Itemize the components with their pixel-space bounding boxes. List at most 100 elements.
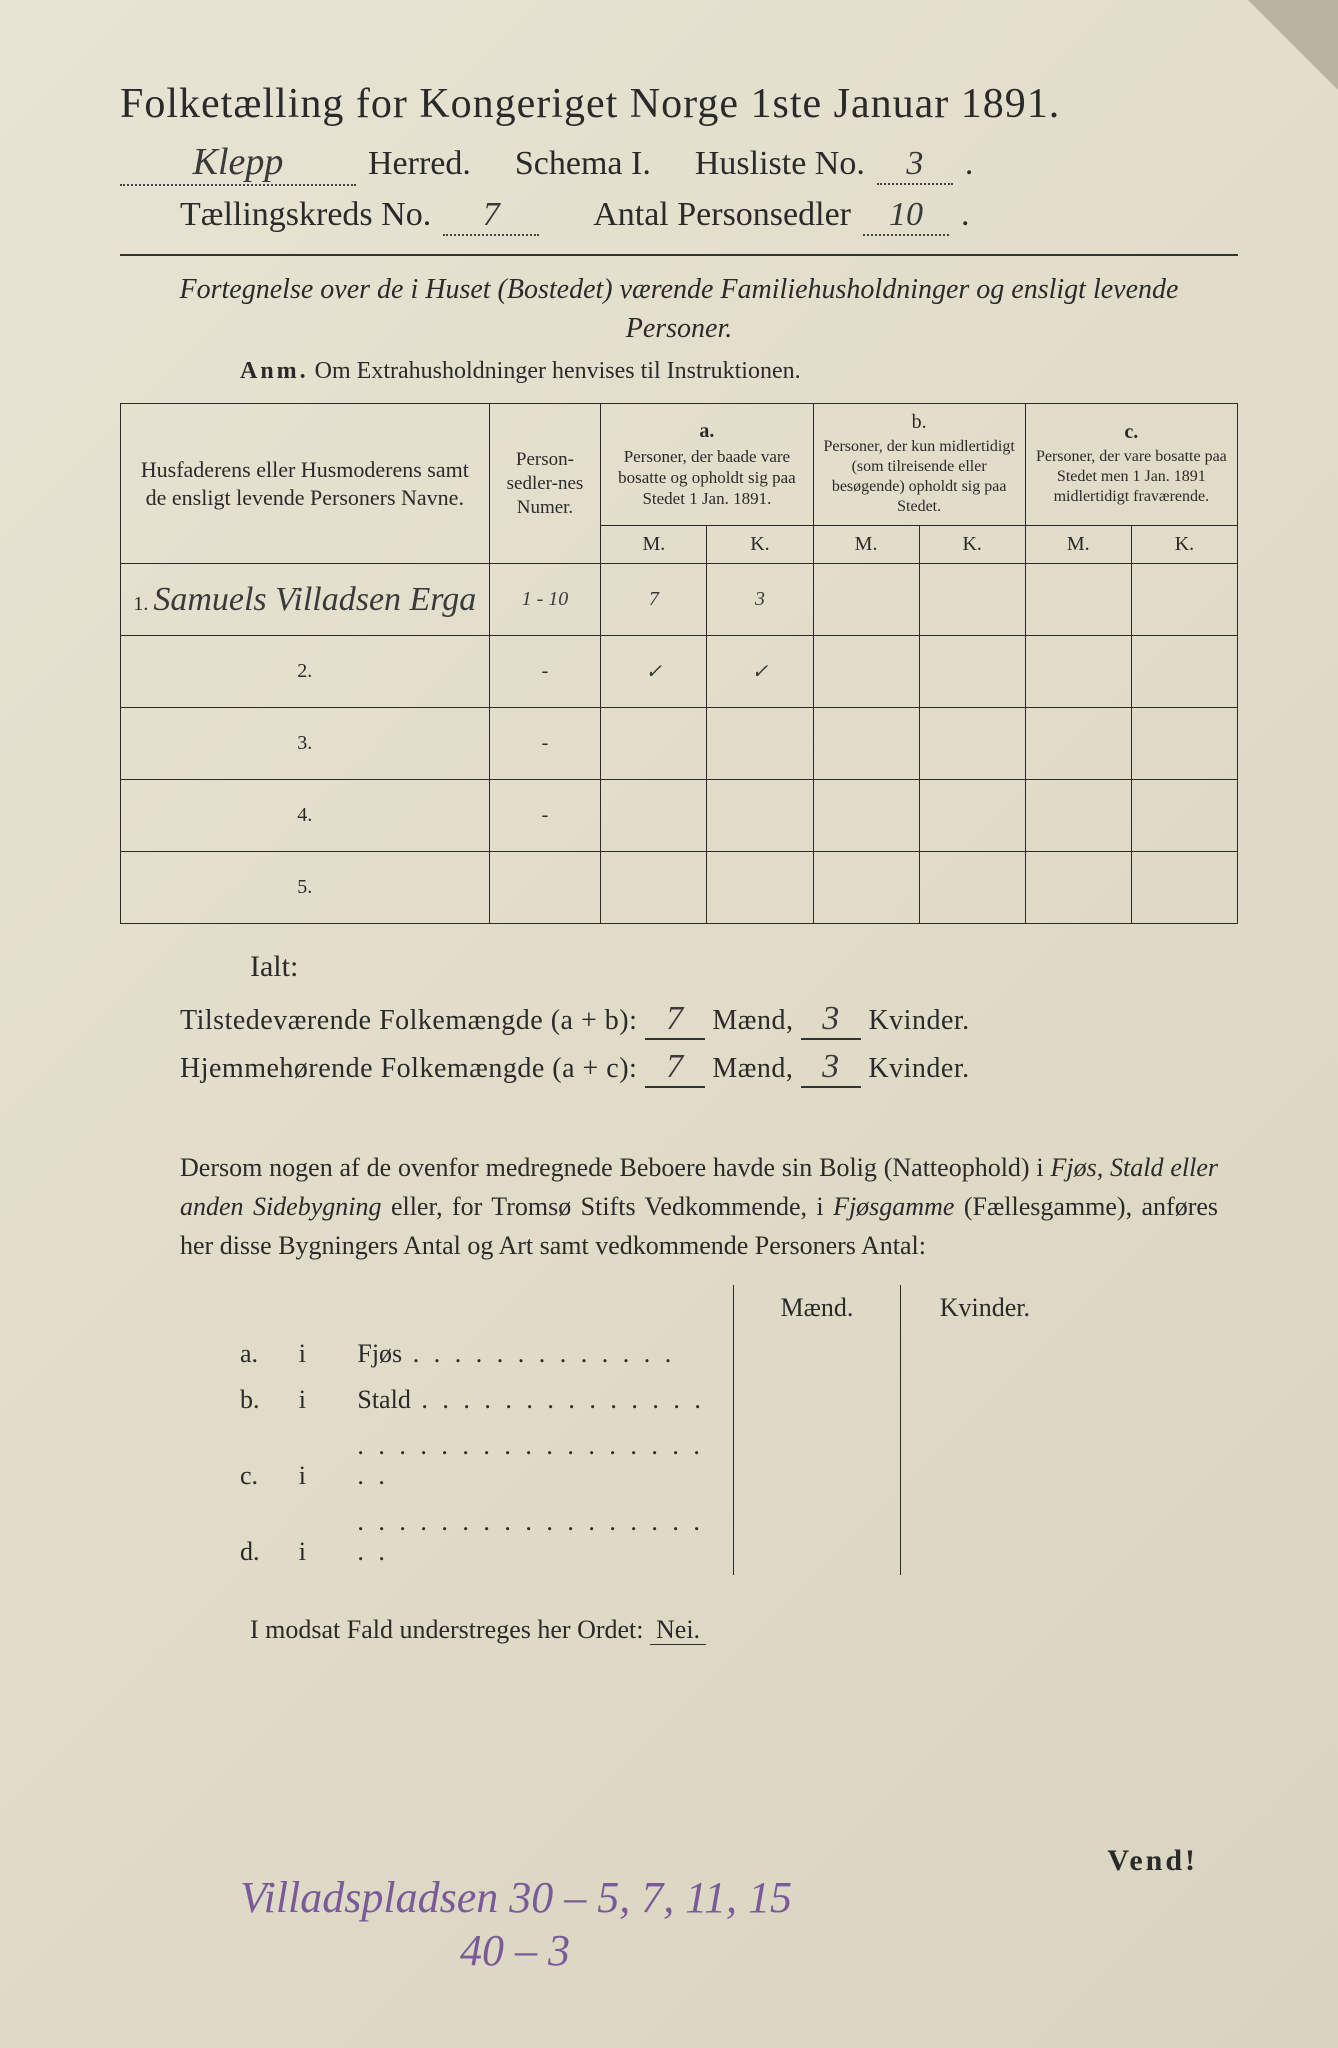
anm-text: Om Extrahusholdninger henvises til Instr… — [315, 358, 801, 384]
row-cm-cell — [1025, 636, 1131, 708]
herred-value: Klepp — [120, 140, 356, 186]
bottom-type-cell: Stald . . . . . . . . . . . . . . — [347, 1377, 733, 1423]
household-table: Husfaderens eller Husmoderens samt de en… — [120, 403, 1238, 924]
row-name-cell: 3. — [121, 708, 490, 780]
row-am-cell: 7 — [601, 564, 707, 636]
b-k-header: K. — [919, 526, 1025, 564]
subtitle-text: Fortegnelse over de i Huset (Bostedet) v… — [160, 270, 1198, 348]
b-m-header: M. — [813, 526, 919, 564]
table-row: 2. - ✓ ✓ — [121, 636, 1238, 708]
col-num-header: Person-sedler-nes Numer. — [489, 404, 601, 564]
col-b-header: b. Personer, der kun midlertidigt (som t… — [813, 404, 1025, 526]
husliste-period: . — [965, 145, 974, 183]
form-title: Folketælling for Kongeriget Norge 1ste J… — [120, 80, 1238, 128]
row-am-cell — [601, 780, 707, 852]
row-bm-cell — [813, 708, 919, 780]
kreds-label: Tællingskreds No. — [180, 196, 431, 234]
row-num-cell: - — [489, 708, 601, 780]
row-cm-cell — [1025, 780, 1131, 852]
present-total-line: Tilstedeværende Folkemængde (a + b): 7 M… — [180, 1000, 1238, 1040]
col-a-header: a. Personer, der baade vare bosatte og o… — [601, 404, 813, 526]
row-bm-cell — [813, 852, 919, 924]
resident-total-line: Hjemmehørende Folkemængde (a + c): 7 Mæn… — [180, 1048, 1238, 1088]
bottom-row: d. i . . . . . . . . . . . . . . . . . .… — [230, 1499, 1069, 1575]
row-num-cell — [489, 852, 601, 924]
resident-m-value: 7 — [645, 1048, 705, 1088]
row-bm-cell — [813, 780, 919, 852]
row-ck-cell — [1131, 636, 1237, 708]
row-num-cell: - — [489, 780, 601, 852]
bottom-row: b. i Stald . . . . . . . . . . . . . . — [230, 1377, 1069, 1423]
row-num-cell: 1 - 10 — [489, 564, 601, 636]
row-cm-cell — [1025, 852, 1131, 924]
husliste-label: Husliste No. — [695, 145, 865, 183]
paper-corner-fold — [1248, 0, 1338, 90]
present-m-value: 7 — [645, 1000, 705, 1040]
a-m-header: M. — [601, 526, 707, 564]
present-k-value: 3 — [801, 1000, 861, 1040]
row-ak-cell — [707, 852, 813, 924]
bottom-k-header: Kvinder. — [901, 1285, 1069, 1331]
row-bm-cell — [813, 636, 919, 708]
household-table-body: 1. Samuels Villadsen Erga 1 - 10 7 3 2. … — [121, 564, 1238, 924]
table-row: 4. - — [121, 780, 1238, 852]
herred-label: Herred. — [368, 145, 471, 183]
row-name-cell: 5. — [121, 852, 490, 924]
table-row: 3. - — [121, 708, 1238, 780]
row-bk-cell — [919, 636, 1025, 708]
a-k-header: K. — [707, 526, 813, 564]
row-bk-cell — [919, 708, 1025, 780]
outbuilding-table: Mænd. Kvinder. a. i Fjøs . . . . . . . .… — [230, 1285, 1069, 1575]
census-form-page: Folketælling for Kongeriget Norge 1ste J… — [0, 0, 1338, 2048]
row-am-cell — [601, 708, 707, 780]
antal-value: 10 — [863, 196, 949, 236]
nei-word: Nei. — [650, 1615, 706, 1645]
herred-line: Klepp Herred. Schema I. Husliste No. 3 . — [120, 140, 1238, 186]
anm-line: Anm. Om Extrahusholdninger henvises til … — [240, 358, 1238, 385]
bottom-row: a. i Fjøs . . . . . . . . . . . . . — [230, 1331, 1069, 1377]
bottom-m-header: Mænd. — [733, 1285, 901, 1331]
bottom-type-cell: Fjøs . . . . . . . . . . . . . — [347, 1331, 733, 1377]
row-bk-cell — [919, 780, 1025, 852]
antal-label: Antal Personsedler — [593, 196, 851, 234]
row-ak-cell: 3 — [707, 564, 813, 636]
row-name-cell: 4. — [121, 780, 490, 852]
annotation-line-1: Villadspladsen 30 – 5, 7, 11, 15 — [240, 1872, 792, 1925]
row-ck-cell — [1131, 852, 1237, 924]
c-m-header: M. — [1025, 526, 1131, 564]
resident-k-value: 3 — [801, 1048, 861, 1088]
bottom-row: c. i . . . . . . . . . . . . . . . . . .… — [230, 1423, 1069, 1499]
c-k-header: K. — [1131, 526, 1237, 564]
vend-label: Vend! — [1107, 1844, 1198, 1878]
kreds-line: Tællingskreds No. 7 Antal Personsedler 1… — [180, 196, 1238, 236]
row-bm-cell — [813, 564, 919, 636]
divider-line — [120, 254, 1238, 256]
row-am-cell: ✓ — [601, 636, 707, 708]
outbuilding-paragraph: Dersom nogen af de ovenfor medregnede Be… — [180, 1148, 1218, 1265]
row-ak-cell — [707, 708, 813, 780]
table-row: 1. Samuels Villadsen Erga 1 - 10 7 3 — [121, 564, 1238, 636]
kreds-value: 7 — [443, 196, 539, 236]
pencil-annotation: Villadspladsen 30 – 5, 7, 11, 15 40 – 3 — [240, 1872, 792, 1978]
nei-line: I modsat Fald understreges her Ordet: Ne… — [250, 1615, 1238, 1645]
bottom-type-cell: . . . . . . . . . . . . . . . . . . . — [347, 1423, 733, 1499]
bottom-type-cell: . . . . . . . . . . . . . . . . . . . — [347, 1499, 733, 1575]
col-name-header: Husfaderens eller Husmoderens samt de en… — [121, 404, 490, 564]
row-name-cell: 1. Samuels Villadsen Erga — [121, 564, 490, 636]
row-ak-cell — [707, 780, 813, 852]
anm-label: Anm. — [240, 358, 309, 384]
row-num-cell: - — [489, 636, 601, 708]
bottom-header-row: Mænd. Kvinder. — [230, 1285, 1069, 1331]
row-cm-cell — [1025, 564, 1131, 636]
table-row: 5. — [121, 852, 1238, 924]
row-bk-cell — [919, 564, 1025, 636]
row-bk-cell — [919, 852, 1025, 924]
row-ck-cell — [1131, 708, 1237, 780]
schema-label: Schema I. — [515, 145, 651, 183]
row-ak-cell: ✓ — [707, 636, 813, 708]
row-name-cell: 2. — [121, 636, 490, 708]
row-ck-cell — [1131, 780, 1237, 852]
row-cm-cell — [1025, 708, 1131, 780]
row-am-cell — [601, 852, 707, 924]
col-c-header: c. Personer, der vare bosatte paa Stedet… — [1025, 404, 1237, 526]
